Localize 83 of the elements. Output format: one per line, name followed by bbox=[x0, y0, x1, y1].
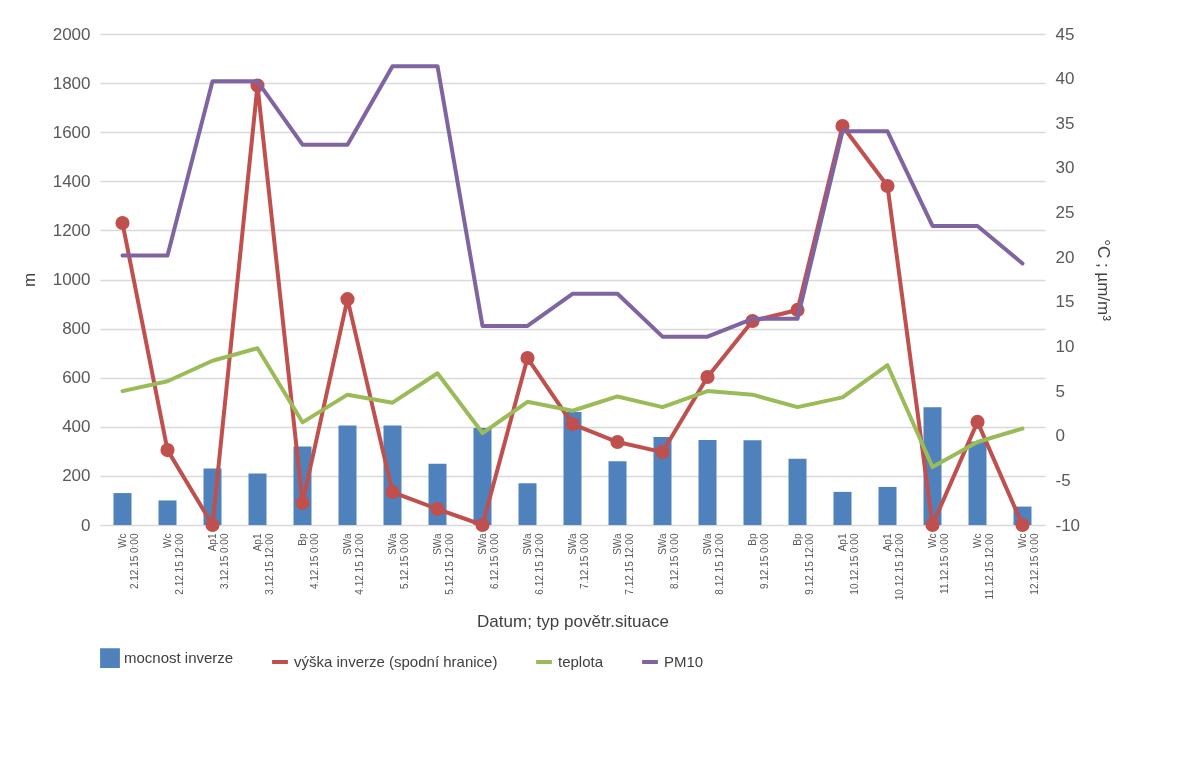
y2-tick-label: 20 bbox=[1055, 247, 1075, 267]
point bbox=[115, 215, 130, 231]
bar bbox=[743, 440, 762, 525]
legend-label: teplota bbox=[558, 653, 604, 670]
y-tick-label: 1600 bbox=[52, 122, 91, 142]
x-tick-label: SWa 8.12.15 12:00 bbox=[701, 533, 725, 595]
y2-axis-title: °C ; µm/m³ bbox=[1094, 239, 1114, 322]
point bbox=[655, 445, 670, 460]
bar bbox=[248, 473, 267, 525]
x-tick-label: Ap1 10.12.15 12:00 bbox=[881, 533, 905, 601]
x-tick-label: Wc 2.12.15 12:00 bbox=[161, 533, 185, 595]
y2-tick-label: 15 bbox=[1055, 292, 1075, 312]
bar bbox=[518, 483, 537, 525]
x-tick-label: Wc 11.12.15 0:00 bbox=[926, 533, 950, 594]
x-tick-label: SWa 7.12.15 12:00 bbox=[611, 533, 635, 595]
x-tick-label: SWa 6.12.15 12:00 bbox=[521, 533, 545, 595]
y-tick-label: 400 bbox=[62, 417, 91, 437]
bar bbox=[338, 425, 357, 525]
bar bbox=[833, 491, 852, 525]
bar bbox=[698, 440, 717, 525]
bar bbox=[878, 486, 897, 525]
x-tick-label: Wc 2.12.15 0:00 bbox=[116, 533, 140, 590]
x-tick-label: Bp 9.12.15 12:00 bbox=[791, 533, 815, 595]
x-tick-label: SWa 6.12.15 0:00 bbox=[476, 533, 500, 590]
y-tick-label: 1000 bbox=[52, 270, 91, 289]
y2-tick-label: 10 bbox=[1055, 336, 1075, 356]
point bbox=[385, 485, 400, 500]
bar bbox=[608, 461, 627, 525]
point bbox=[565, 417, 580, 432]
point bbox=[1015, 517, 1030, 533]
y2-tick-label: 30 bbox=[1055, 158, 1075, 178]
x-axis-title: Datum; typ povětr.situace bbox=[477, 612, 669, 632]
y2-tick-label: 5 bbox=[1055, 381, 1065, 401]
bar bbox=[968, 441, 987, 525]
x-tick-label: SWa 8.12.15 0:00 bbox=[656, 533, 680, 590]
bar bbox=[563, 412, 582, 525]
legend-label: mocnost inverze bbox=[124, 649, 234, 667]
x-tick-label: SWa 5.12.15 12:00 bbox=[431, 533, 455, 595]
point bbox=[295, 495, 310, 510]
point bbox=[340, 292, 355, 307]
x-tick-label: Wc 12.12.15 0:00 bbox=[1016, 533, 1040, 595]
x-tick-label: SWa 7.12.15 0:00 bbox=[566, 533, 590, 590]
x-tick-label: Ap1 3.12.15 0:00 bbox=[206, 533, 230, 590]
x-tick-label: Bp 4.12.15 0:00 bbox=[296, 533, 320, 590]
bar bbox=[158, 500, 177, 525]
point bbox=[700, 369, 715, 385]
y-tick-label: 1400 bbox=[52, 171, 91, 191]
y-tick-label: 800 bbox=[62, 319, 91, 339]
point bbox=[925, 517, 940, 533]
point bbox=[430, 501, 445, 517]
line-series bbox=[120, 64, 1025, 339]
point bbox=[610, 434, 625, 450]
x-tick-label: Ap1 10.12.15 0:00 bbox=[836, 533, 860, 595]
y2-tick-label: 45 bbox=[1055, 24, 1075, 44]
y2-tick-label: -5 bbox=[1055, 470, 1071, 490]
y-tick-label: 600 bbox=[62, 368, 91, 388]
x-tick-label: Ap1 3.12.15 12:00 bbox=[251, 533, 275, 595]
legend-label: PM10 bbox=[664, 653, 704, 670]
y2-tick-label: 0 bbox=[1055, 426, 1065, 446]
y-tick-label: 1200 bbox=[52, 220, 91, 240]
point bbox=[205, 517, 220, 533]
y-tick-label: 2000 bbox=[52, 24, 91, 44]
y-tick-label: 0 bbox=[81, 515, 91, 535]
bar bbox=[788, 458, 807, 525]
x-tick-label: SWa 5.12.15 0:00 bbox=[386, 533, 410, 590]
line-series bbox=[120, 346, 1025, 469]
y-tick-label: 1800 bbox=[52, 73, 91, 93]
point bbox=[520, 351, 535, 366]
point bbox=[880, 178, 895, 194]
y-axis-title: m bbox=[19, 272, 39, 288]
y2-tick-label: 40 bbox=[1055, 69, 1075, 89]
y2-tick-label: 35 bbox=[1055, 113, 1075, 133]
point bbox=[970, 414, 985, 429]
bar bbox=[113, 493, 132, 525]
x-tick-label: Bp 9.12.15 0:00 bbox=[746, 533, 770, 590]
point bbox=[160, 443, 175, 458]
x-tick-label: Wc 11.12.15 12:00 bbox=[971, 533, 995, 600]
point bbox=[475, 517, 490, 533]
y2-tick-label: -10 bbox=[1055, 515, 1081, 535]
x-tick-label: SWa 4.12.15 12:00 bbox=[341, 533, 365, 595]
legend-label: výška inverze (spodní hranice) bbox=[294, 653, 498, 670]
y2-tick-label: 25 bbox=[1055, 203, 1075, 223]
y-tick-label: 200 bbox=[62, 466, 91, 486]
